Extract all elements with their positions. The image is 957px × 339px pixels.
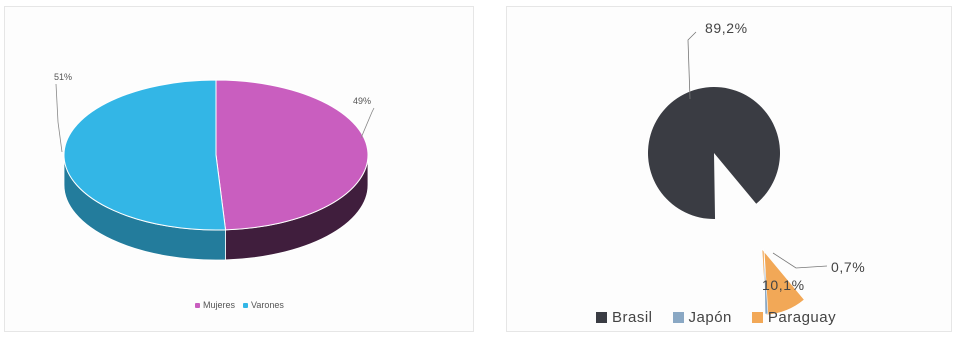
data-label-mujeres: 49% <box>353 96 371 106</box>
legend-label-paraguay: Paraguay <box>767 309 837 326</box>
data-label-japon: 0,7% <box>831 259 865 275</box>
pie-slice-paraguay <box>761 248 805 316</box>
legend-swatch-brasil <box>596 312 607 323</box>
legend-item-paraguay: Paraguay <box>751 309 837 326</box>
legend-item-varones: Varones <box>243 300 284 310</box>
data-label-brasil: 89,2% <box>705 20 748 36</box>
legend-label-mujeres: Mujeres <box>203 300 236 310</box>
legend-swatch-varones <box>243 302 249 308</box>
legend-swatch-mujeres <box>195 302 200 308</box>
legend-item-mujeres: Mujeres <box>195 300 235 310</box>
leader-line-japon <box>772 252 828 269</box>
legend-item-brasil: Brasil <box>596 309 653 326</box>
legend-swatch-japon <box>672 312 684 323</box>
data-label-paraguay: 10,1% <box>762 277 805 293</box>
pie-slice-japon <box>763 247 769 315</box>
legend-gender: Mujeres Varones <box>195 300 284 310</box>
data-label-varones: 51% <box>54 72 72 82</box>
pie-slice-brasil <box>647 87 780 219</box>
leader-line-varones <box>55 83 63 153</box>
leader-line-brasil <box>687 31 697 100</box>
pie-slice-varones <box>63 79 227 231</box>
leader-line-mujeres <box>360 107 375 139</box>
legend-country: Brasil Japón Paraguay <box>596 309 836 326</box>
pie-slice-mujeres <box>215 79 369 231</box>
legend-swatch-paraguay <box>751 312 763 323</box>
legend-item-japon: Japón <box>672 309 732 326</box>
legend-label-japon: Japón <box>688 309 732 326</box>
legend-label-brasil: Brasil <box>612 309 653 326</box>
legend-label-varones: Varones <box>251 300 284 310</box>
